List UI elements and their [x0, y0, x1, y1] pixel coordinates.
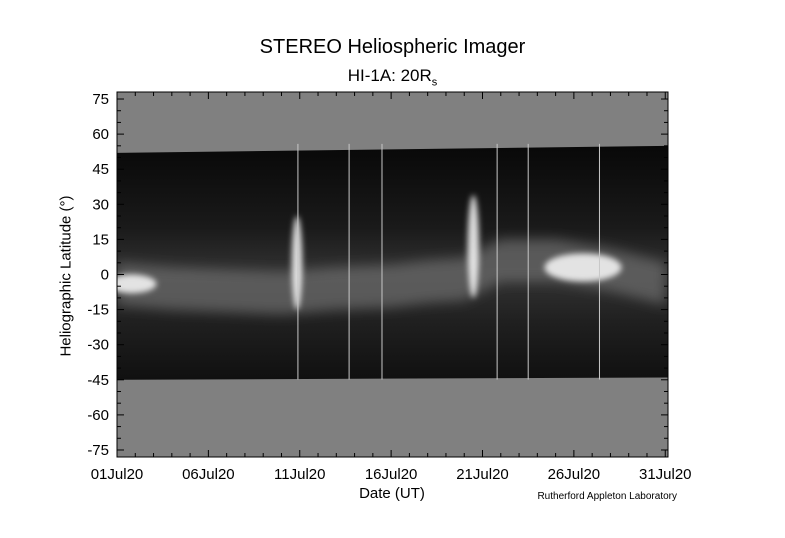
coverage-band — [117, 145, 668, 380]
x-tick-label: 31Jul20 — [639, 466, 692, 483]
belt-segment — [391, 260, 428, 308]
belt-segment — [427, 258, 465, 303]
data-band — [117, 143, 668, 380]
y-tick-label: 60 — [92, 126, 109, 143]
y-tick-label: 45 — [92, 161, 109, 178]
x-tick-label: 06Jul20 — [182, 466, 235, 483]
bright-feature — [544, 253, 622, 282]
belt-segment — [171, 267, 227, 312]
y-tick-label: 15 — [92, 231, 109, 248]
credit-label: Rutherford Appleton Laboratory — [537, 491, 677, 502]
y-axis-label: Heliographic Latitude (°) — [57, 195, 75, 357]
y-tick-label: -75 — [87, 442, 109, 459]
y-tick-label: 75 — [92, 91, 109, 108]
x-tick-label: 01Jul20 — [91, 466, 144, 483]
y-tick-label: -15 — [87, 302, 109, 319]
bright-feature — [467, 194, 480, 298]
x-tick-label: 16Jul20 — [365, 466, 418, 483]
axes: 75 60 45 30 15 0 -15 -30 -45 -60 -75 01Jul20 06Jul20… — [87, 91, 691, 483]
belt-segment — [226, 269, 282, 315]
x-tick-label: 21Jul20 — [456, 466, 509, 483]
y-tick-label: 0 — [101, 267, 109, 284]
x-tick-label: 26Jul20 — [548, 466, 601, 483]
y-tick-label: 30 — [92, 196, 109, 213]
bright-feature — [291, 216, 303, 310]
y-tick-label: -60 — [87, 407, 109, 424]
chart-title: STEREO Heliospheric Imager — [259, 36, 526, 58]
bright-feature — [117, 274, 157, 294]
y-tick-label: -30 — [87, 337, 109, 354]
belt-segment — [610, 248, 666, 305]
bright-features — [117, 194, 622, 310]
x-tick-label: 11Jul20 — [274, 466, 325, 483]
chart-subtitle: HI-1A: 20Rs — [0, 66, 785, 88]
x-axis-label: Date (UT) — [359, 485, 425, 502]
subtitle-subscript: s — [431, 76, 438, 89]
y-tick-label: -45 — [87, 372, 109, 389]
subtitle-main: HI-1A: 20R — [347, 66, 432, 85]
belt-segment — [281, 267, 337, 315]
belt-segment — [336, 265, 392, 310]
